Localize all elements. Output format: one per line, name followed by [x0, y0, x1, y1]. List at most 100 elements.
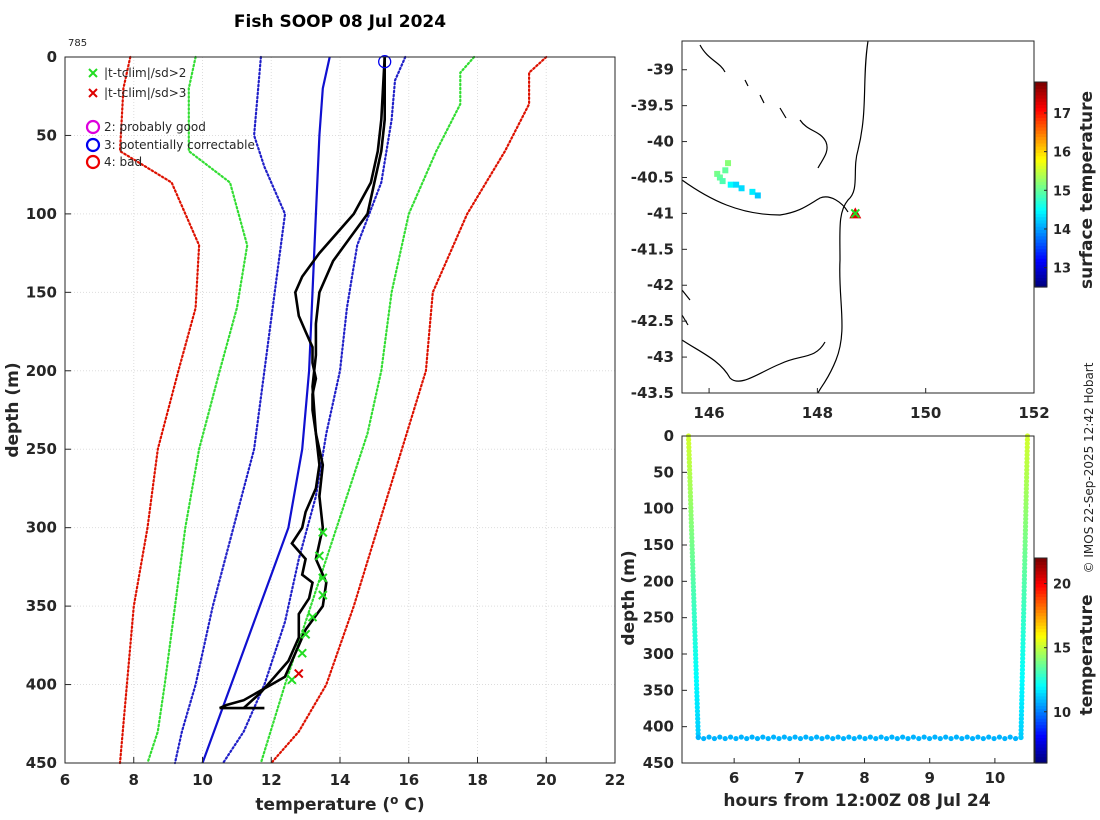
- map-colorbar-segment: [1035, 254, 1047, 259]
- cast-sample-point: [1023, 520, 1029, 526]
- time-colorbar-tick-label: 10: [1053, 706, 1071, 721]
- legend-label: 2: probably good: [104, 120, 206, 134]
- bottom-sample-point: [770, 734, 777, 740]
- map-colorbar-segment: [1035, 136, 1047, 141]
- cast-sample-point: [690, 587, 697, 594]
- bottom-sample-point: [814, 734, 820, 740]
- time-colorbar-segment: [1035, 606, 1047, 610]
- time-depth-points: [685, 433, 1031, 742]
- cast-sample-point: [1020, 648, 1026, 654]
- cast-sample-point: [695, 723, 701, 729]
- map-colorbar-frame: [1034, 81, 1048, 288]
- map-y-tick-label: -42.5: [631, 312, 674, 330]
- x-tick-label: 16: [398, 771, 419, 789]
- cast-sample-point: [1019, 674, 1025, 680]
- map-colorbar-segment: [1035, 251, 1047, 256]
- map-colorbar-segment: [1035, 194, 1047, 198]
- cast-sample-point: [693, 674, 699, 680]
- cast-sample-point: [1018, 727, 1024, 733]
- x-tick-label: 14: [330, 771, 351, 789]
- bottom-sample-point: [948, 735, 954, 742]
- cast-sample-point: [692, 629, 698, 635]
- map-colorbar-segment: [1035, 270, 1047, 275]
- series-line: [146, 55, 249, 765]
- cast-sample-point: [689, 531, 695, 537]
- cast-sample-point: [694, 712, 701, 718]
- cast-sample-point: [1022, 546, 1028, 552]
- bottom-sample-point: [953, 734, 960, 740]
- map-colorbar-label: surface temperature: [1077, 91, 1097, 289]
- cast-sample-point: [694, 685, 700, 692]
- cast-sample-point: [1023, 512, 1029, 518]
- cast-sample-point: [687, 493, 694, 499]
- cast-sample-point: [691, 599, 697, 605]
- series-line: [201, 56, 331, 764]
- time-colorbar-segment: [1035, 756, 1047, 761]
- map-track-point: [716, 174, 723, 181]
- map-colorbar-segment: [1035, 235, 1047, 240]
- coastline-southwest: [681, 339, 826, 382]
- map-colorbar-segment: [1035, 245, 1047, 250]
- cast-sample-point: [1024, 444, 1030, 450]
- cast-sample-point: [690, 565, 696, 571]
- coastline-east: [817, 40, 869, 394]
- time-colorbar-segment: [1035, 686, 1047, 690]
- time-y-tick-label: 100: [643, 500, 674, 518]
- cast-sample-point: [1020, 640, 1026, 646]
- cast-sample-point: [692, 640, 698, 646]
- time-y-tick-label: 50: [653, 463, 674, 481]
- cast-sample-point: [689, 535, 695, 541]
- cast-sample-point: [694, 697, 700, 703]
- cast-sample-point: [1019, 697, 1025, 703]
- time-x-tick-label: 8: [859, 769, 869, 787]
- bottom-sample-point: [862, 735, 868, 742]
- cast-sample-point: [1022, 550, 1028, 556]
- time-colorbar-segment: [1035, 670, 1047, 674]
- cast-sample-point: [1023, 505, 1029, 511]
- cast-sample-point: [1024, 471, 1030, 477]
- cast-sample-point: [695, 716, 701, 722]
- legend-circle-marker: [85, 137, 101, 153]
- time-colorbar-segment: [1035, 711, 1047, 716]
- cast-sample-point: [694, 689, 700, 695]
- cast-sample-point: [1021, 572, 1028, 579]
- cast-sample-point: [1020, 655, 1026, 662]
- bottom-sample-point: [867, 734, 873, 740]
- y-axis-label: depth (m): [3, 362, 23, 457]
- bottom-sample-point: [733, 735, 739, 742]
- map-track-point: [738, 185, 745, 192]
- bottom-sample-point: [819, 735, 825, 742]
- cast-sample-point: [1021, 606, 1027, 613]
- cast-sample-point: [692, 644, 698, 650]
- cast-sample-point: [1021, 580, 1027, 586]
- bottom-sample-point: [749, 734, 755, 740]
- map-y-tick-label: -39.5: [631, 97, 674, 115]
- map-colorbar-segment: [1035, 187, 1047, 192]
- time-colorbar-tick-label: 15: [1053, 642, 1071, 657]
- time-colorbar-segment: [1035, 622, 1047, 626]
- map-ticks: 146 148 150 152 -39 -39.5 -40 -40.5 -41 -41.5 -42 -…: [631, 61, 1050, 422]
- cast-sample-point: [693, 670, 699, 677]
- map-colorbar-segment: [1035, 206, 1047, 211]
- time-colorbar-segment: [1035, 689, 1047, 694]
- map-axes-box: [681, 40, 1035, 394]
- time-colorbar-segment: [1035, 570, 1047, 575]
- map-colorbar-segment: [1035, 219, 1047, 224]
- x-axis-label-text: temperature (: [255, 795, 390, 815]
- cast-sample-point: [1019, 701, 1025, 707]
- cast-sample-point: [686, 452, 692, 458]
- cast-sample-point: [1022, 531, 1028, 537]
- map-track-point: [722, 167, 729, 174]
- cast-sample-point: [686, 448, 692, 454]
- cast-sample-point: [692, 648, 699, 654]
- time-colorbar-segment: [1035, 628, 1047, 633]
- cast-sample-point: [1019, 682, 1025, 688]
- bottom-sample-point: [975, 734, 981, 740]
- time-colorbar-segment: [1035, 750, 1047, 754]
- map-colorbar-segment: [1035, 174, 1047, 179]
- bottom-sample-point: [744, 735, 750, 742]
- series-line: [270, 55, 548, 765]
- map-colorbar-segment: [1035, 213, 1047, 218]
- bottom-sample-point: [964, 734, 970, 740]
- time-colorbar-label: temperature: [1077, 594, 1097, 715]
